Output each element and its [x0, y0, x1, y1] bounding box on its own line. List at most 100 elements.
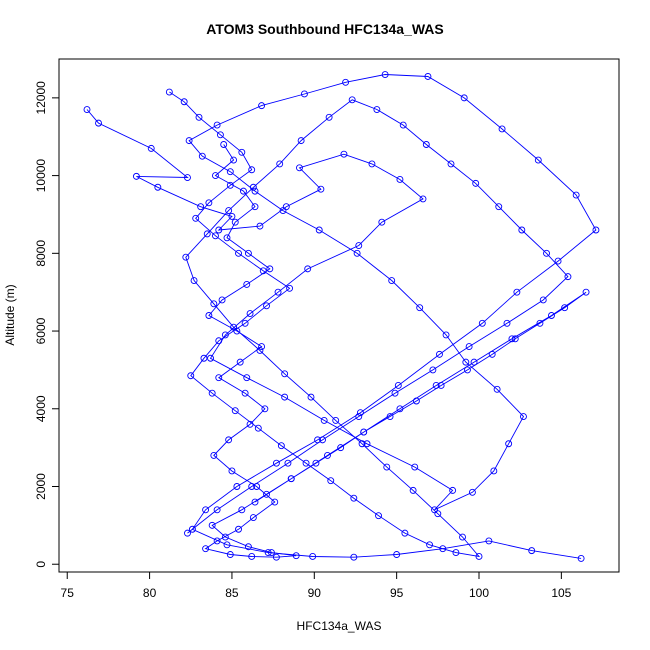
data-point [249, 514, 257, 522]
data-point [213, 537, 221, 545]
data-point [213, 506, 221, 514]
data-point [462, 358, 470, 366]
data-point [249, 183, 257, 191]
data-point [251, 203, 259, 211]
data-point [212, 232, 219, 240]
data-point [432, 382, 440, 389]
data-point [577, 554, 585, 562]
y-tick-label: 2000 [34, 473, 48, 500]
data-point [226, 551, 234, 558]
data-point [520, 413, 527, 420]
data-point [266, 265, 274, 273]
data-point [513, 288, 521, 296]
data-point [320, 416, 328, 424]
data-point [281, 370, 289, 378]
data-point [274, 288, 282, 296]
data-point [208, 389, 216, 397]
data-point [230, 156, 238, 164]
data-point [304, 265, 312, 273]
data-point [215, 374, 223, 382]
data-point [236, 358, 244, 366]
data-point [180, 98, 188, 106]
data-point [233, 483, 241, 490]
x-tick-label: 100 [469, 586, 489, 600]
data-point [472, 179, 480, 187]
data-point [340, 150, 348, 158]
data-point [498, 125, 506, 133]
data-point [360, 428, 368, 436]
data-point [243, 374, 251, 382]
data-point [332, 416, 340, 424]
data-point [383, 463, 391, 471]
data-point [244, 249, 252, 257]
data-point [368, 160, 376, 168]
x-tick-label: 90 [308, 586, 322, 600]
data-point [393, 551, 401, 558]
data-point [592, 226, 600, 234]
data-point [437, 382, 445, 389]
data-point [226, 168, 234, 176]
x-tick-label: 85 [225, 586, 239, 600]
data-point [325, 113, 333, 121]
data-point [297, 137, 305, 145]
data-point [401, 529, 409, 537]
data-point [561, 304, 569, 312]
data-point [272, 459, 280, 467]
chart-title: ATOM3 Southbound HFC134a_WAS [206, 21, 444, 37]
data-point [378, 218, 386, 226]
data-point [327, 477, 335, 485]
data-point [373, 106, 381, 113]
data-point [399, 121, 407, 129]
data-point [460, 94, 468, 102]
data-point [184, 529, 191, 537]
data-point [436, 350, 443, 358]
x-axis: 75 80 85 90 95 100 105 [61, 571, 572, 600]
data-point [190, 277, 198, 284]
data-point [147, 144, 155, 152]
data-point [391, 389, 399, 397]
data-point [539, 296, 547, 304]
x-tick-label: 95 [390, 586, 404, 600]
data-point [363, 440, 371, 448]
data-point [279, 207, 287, 215]
x-tick-label: 75 [61, 586, 75, 600]
data-point [442, 331, 450, 339]
data-point [381, 71, 389, 78]
data-point [281, 393, 289, 401]
data-point [240, 187, 247, 195]
y-axis: 0 2000 4000 6000 8000 10000 12000 [34, 81, 60, 568]
data-point [220, 141, 228, 148]
data-point [475, 553, 483, 560]
data-point [309, 553, 317, 560]
series-line-3 [204, 144, 587, 558]
y-tick-label: 6000 [34, 317, 48, 344]
data-point [459, 533, 466, 541]
data-point [409, 486, 417, 494]
data-point [388, 277, 396, 284]
data-point [518, 226, 526, 234]
x-axis-label: HFC134a_WAS [297, 619, 382, 633]
data-point [210, 451, 218, 459]
y-tick-label: 4000 [34, 395, 48, 422]
data-point [505, 440, 513, 448]
data-point [244, 543, 252, 551]
data-point [465, 343, 473, 351]
data-point [511, 335, 519, 343]
data-point [238, 148, 246, 156]
data-point [212, 172, 219, 180]
data-point [246, 420, 254, 428]
data-point [241, 319, 249, 327]
x-tick-label: 80 [143, 586, 157, 600]
data-point [202, 545, 210, 553]
data-point [83, 106, 91, 113]
data-point [182, 253, 190, 261]
data-point [447, 160, 455, 168]
data-point [495, 203, 503, 211]
y-axis-label: Altitude (m) [3, 284, 17, 345]
data-point [582, 288, 590, 296]
data-point [235, 525, 242, 533]
data-point [394, 382, 402, 389]
data-point [216, 131, 224, 139]
data-point [342, 78, 350, 86]
